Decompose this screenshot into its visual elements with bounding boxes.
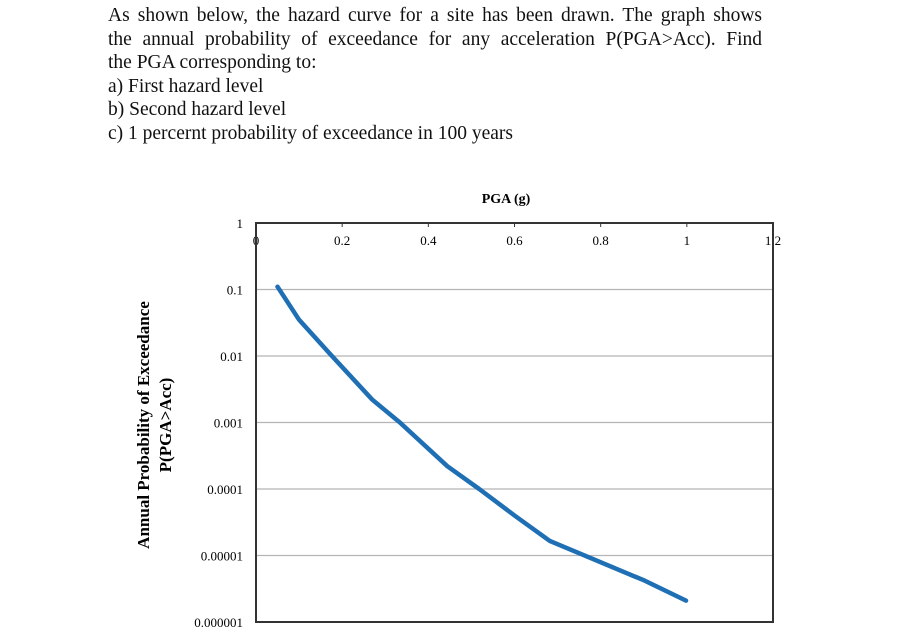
y-tick-label: 1: [237, 216, 244, 231]
question-item-a: a) First hazard level: [108, 75, 264, 97]
y-tick-label: 0.1: [227, 283, 243, 298]
y-tick-label: 0.000001: [194, 615, 243, 630]
x-axis-title: PGA (g): [482, 192, 531, 207]
question-text: As shown below, the hazard curve for a s…: [108, 4, 762, 145]
plot-area-border: [255, 222, 774, 623]
x-tick-label: 1: [684, 233, 691, 248]
x-tick-label: 0.2: [334, 233, 350, 248]
question-line: the PGA corresponding to:: [108, 52, 317, 73]
question-item-c: c) 1 percernt probability of exceedance …: [108, 122, 513, 144]
x-tick-label: 0.6: [506, 233, 523, 248]
x-tick-label: 0.8: [593, 233, 609, 248]
y-tick-label: 0.0001: [207, 482, 243, 497]
y-tick-label: 0.001: [214, 416, 243, 431]
y-tick-label: 0.00001: [201, 549, 243, 564]
y-axis-subtitle: P(PGA>Acc): [156, 378, 175, 473]
x-tick-label: 0.4: [420, 233, 437, 248]
hazard-curve-line: [275, 284, 689, 603]
question-line: the annual probability of exceedance for…: [108, 28, 762, 50]
question-item-b: b) Second hazard level: [108, 99, 287, 120]
y-tick-label: 0.01: [220, 349, 243, 364]
y-axis-title: Annual Probability of Exceedance: [134, 301, 153, 549]
question-line: As shown below, the hazard curve for a s…: [108, 5, 762, 26]
